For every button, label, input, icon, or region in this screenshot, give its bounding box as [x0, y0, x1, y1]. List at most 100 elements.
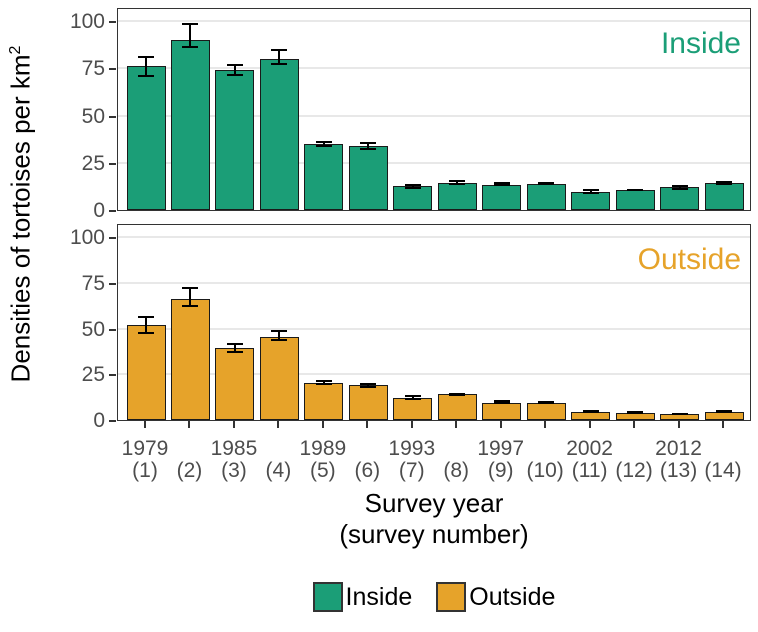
- x-tick-mark: [633, 421, 636, 428]
- x-survey-number-label: (13): [659, 459, 698, 482]
- y-tick-label: 25: [81, 363, 105, 387]
- error-bar-outside-2: [182, 287, 199, 308]
- x-survey-number-label: (4): [265, 459, 292, 482]
- y-tick-mark: [109, 420, 116, 422]
- y-tick-mark: [109, 115, 116, 118]
- x-survey-number-label: (8): [443, 459, 470, 482]
- bar-outside-11: [571, 411, 611, 420]
- x-survey-number-label: (9): [487, 459, 514, 482]
- error-bar-outside-10: [538, 400, 555, 405]
- gridline-75: [118, 67, 750, 70]
- y-tick-label: 75: [81, 57, 105, 81]
- bar-outside-1: [126, 324, 166, 420]
- x-year-label: [691, 438, 755, 460]
- x-tick-mark: [410, 421, 413, 428]
- error-bar-line: [233, 64, 236, 76]
- panel-outside: Outside: [117, 224, 751, 421]
- x-survey-number-label: (5): [310, 459, 336, 482]
- bar-inside-8: [437, 182, 477, 210]
- x-survey-number-label: (1): [132, 459, 158, 482]
- x-survey-number-label: (12): [615, 459, 653, 482]
- y-tick-label: 75: [81, 271, 105, 295]
- error-bar-inside-7: [404, 183, 421, 190]
- x-tick-label: (12): [602, 438, 666, 482]
- y-axis-label: Densities of tortoises per km2: [6, 46, 37, 383]
- bar-outside-2: [170, 299, 210, 420]
- gridline-75: [118, 281, 750, 284]
- error-bar-outside-3: [226, 343, 243, 354]
- y-tick-label: 25: [81, 151, 105, 175]
- error-bar-outside-11: [582, 409, 599, 413]
- x-survey-number-label: (7): [398, 459, 425, 482]
- error-bar-line: [634, 410, 637, 414]
- y-axis-label-superscript: 2: [6, 45, 24, 55]
- error-bar-outside-13: [671, 412, 688, 415]
- gridline-50: [118, 327, 750, 330]
- x-survey-number-label: (3): [221, 459, 247, 482]
- gridline-100: [118, 20, 750, 22]
- bar-outside-10: [526, 402, 566, 420]
- bar-inside-10: [526, 183, 566, 210]
- error-bar-line: [233, 343, 236, 354]
- bar-inside-14: [704, 182, 744, 210]
- error-bar-line: [545, 181, 548, 186]
- legend-label: Outside: [469, 582, 556, 611]
- x-axis-title-line2: (survey number): [339, 519, 529, 549]
- bar-inside-12: [615, 190, 655, 210]
- error-bar-line: [589, 189, 592, 194]
- x-tick-label: (2): [157, 438, 221, 482]
- bar-outside-3: [215, 347, 255, 420]
- bar-outside-6: [348, 385, 388, 420]
- error-bar-line: [456, 179, 459, 185]
- error-bar-line: [367, 382, 370, 388]
- error-bar-inside-9: [493, 181, 510, 187]
- error-bar-line: [145, 315, 147, 334]
- y-tick-label: 100: [69, 226, 105, 249]
- x-tick-label: 2002 (11): [558, 438, 622, 482]
- x-tick-mark: [588, 421, 591, 428]
- error-bar-line: [367, 141, 370, 150]
- legend-item-outside: Outside: [436, 582, 555, 612]
- panel-label-inside: Inside: [660, 27, 741, 60]
- x-tick-label: (4): [246, 438, 310, 482]
- error-bar-line: [411, 183, 414, 190]
- error-bar-line: [678, 412, 681, 415]
- x-survey-number-label: (14): [704, 459, 742, 482]
- error-bar-line: [278, 330, 281, 342]
- x-tick-label: 2012 (13): [647, 438, 711, 482]
- x-survey-number-label: (10): [526, 459, 564, 482]
- x-year-label: 1989: [299, 437, 347, 460]
- x-tick-mark: [232, 421, 235, 428]
- error-bar-outside-4: [271, 330, 288, 342]
- error-bar-line: [189, 287, 192, 308]
- gridline-25: [118, 161, 750, 164]
- error-bar-inside-1: [138, 55, 154, 77]
- error-bar-line: [500, 181, 503, 187]
- y-tick-label: 0: [93, 199, 105, 222]
- x-tick-label: 1997 (9): [469, 438, 533, 482]
- x-axis-title: Survey year (survey number): [117, 488, 751, 550]
- x-tick-mark: [455, 421, 458, 428]
- error-bar-outside-5: [315, 379, 332, 386]
- error-bar-line: [500, 399, 503, 405]
- y-tick-mark: [109, 21, 116, 23]
- error-bar-inside-13: [671, 184, 688, 191]
- x-year-label: 1979: [121, 437, 169, 460]
- x-tick-mark: [677, 421, 680, 428]
- bar-outside-12: [615, 412, 655, 420]
- error-bar-line: [322, 141, 325, 147]
- bar-inside-9: [482, 184, 522, 210]
- legend-key-inside: [312, 582, 343, 612]
- x-tick-mark: [144, 421, 146, 428]
- y-tick-mark: [109, 68, 116, 71]
- error-bar-line: [678, 184, 681, 191]
- x-year-label: 1993: [388, 437, 436, 460]
- error-bar-inside-3: [226, 64, 243, 76]
- error-bar-inside-2: [182, 22, 199, 49]
- error-bar-line: [634, 189, 637, 192]
- error-bar-line: [278, 49, 281, 66]
- error-bar-line: [589, 409, 592, 413]
- legend: Inside Outside: [117, 582, 751, 612]
- x-tick-label: (10): [513, 438, 577, 482]
